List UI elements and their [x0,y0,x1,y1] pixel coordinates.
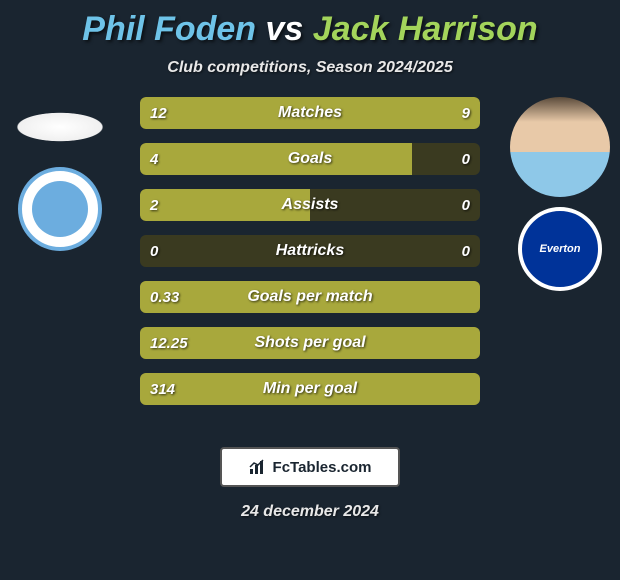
chart-icon [249,459,267,475]
left-player-column [0,97,120,251]
player2-club-label: Everton [540,243,581,255]
vs-text: vs [266,10,304,48]
right-player-column: Everton [500,97,620,291]
stat-label: Goals per match [140,288,480,306]
comparison-main: Everton 12Matches94Goals02Assists00Hattr… [0,97,620,437]
player2-club-badge: Everton [518,207,602,291]
stat-row: 12.25Shots per goal [140,327,480,359]
stat-value-right: 0 [462,151,470,168]
subtitle: Club competitions, Season 2024/2025 [0,59,620,77]
stat-label: Shots per goal [140,334,480,352]
player1-club-badge [18,167,102,251]
stat-value-right: 0 [462,243,470,260]
stat-row: 0.33Goals per match [140,281,480,313]
player1-name: Phil Foden [82,10,256,48]
stat-label: Min per goal [140,380,480,398]
source-logo: FcTables.com [220,447,400,487]
player2-name: Jack Harrison [313,10,538,48]
stat-row: 12Matches9 [140,97,480,129]
stat-label: Hattricks [140,242,480,260]
comparison-bars: 12Matches94Goals02Assists00Hattricks00.3… [140,97,480,419]
date-text: 24 december 2024 [0,503,620,521]
stat-value-right: 9 [462,105,470,122]
stat-value-right: 0 [462,197,470,214]
stat-label: Goals [140,150,480,168]
player1-photo [10,107,110,147]
source-logo-text: FcTables.com [273,459,372,476]
comparison-title: Phil Foden vs Jack Harrison [0,0,620,49]
stat-row: 0Hattricks0 [140,235,480,267]
stat-label: Matches [140,104,480,122]
stat-row: 314Min per goal [140,373,480,405]
player2-photo [510,97,610,197]
stat-row: 4Goals0 [140,143,480,175]
stat-label: Assists [140,196,480,214]
stat-row: 2Assists0 [140,189,480,221]
